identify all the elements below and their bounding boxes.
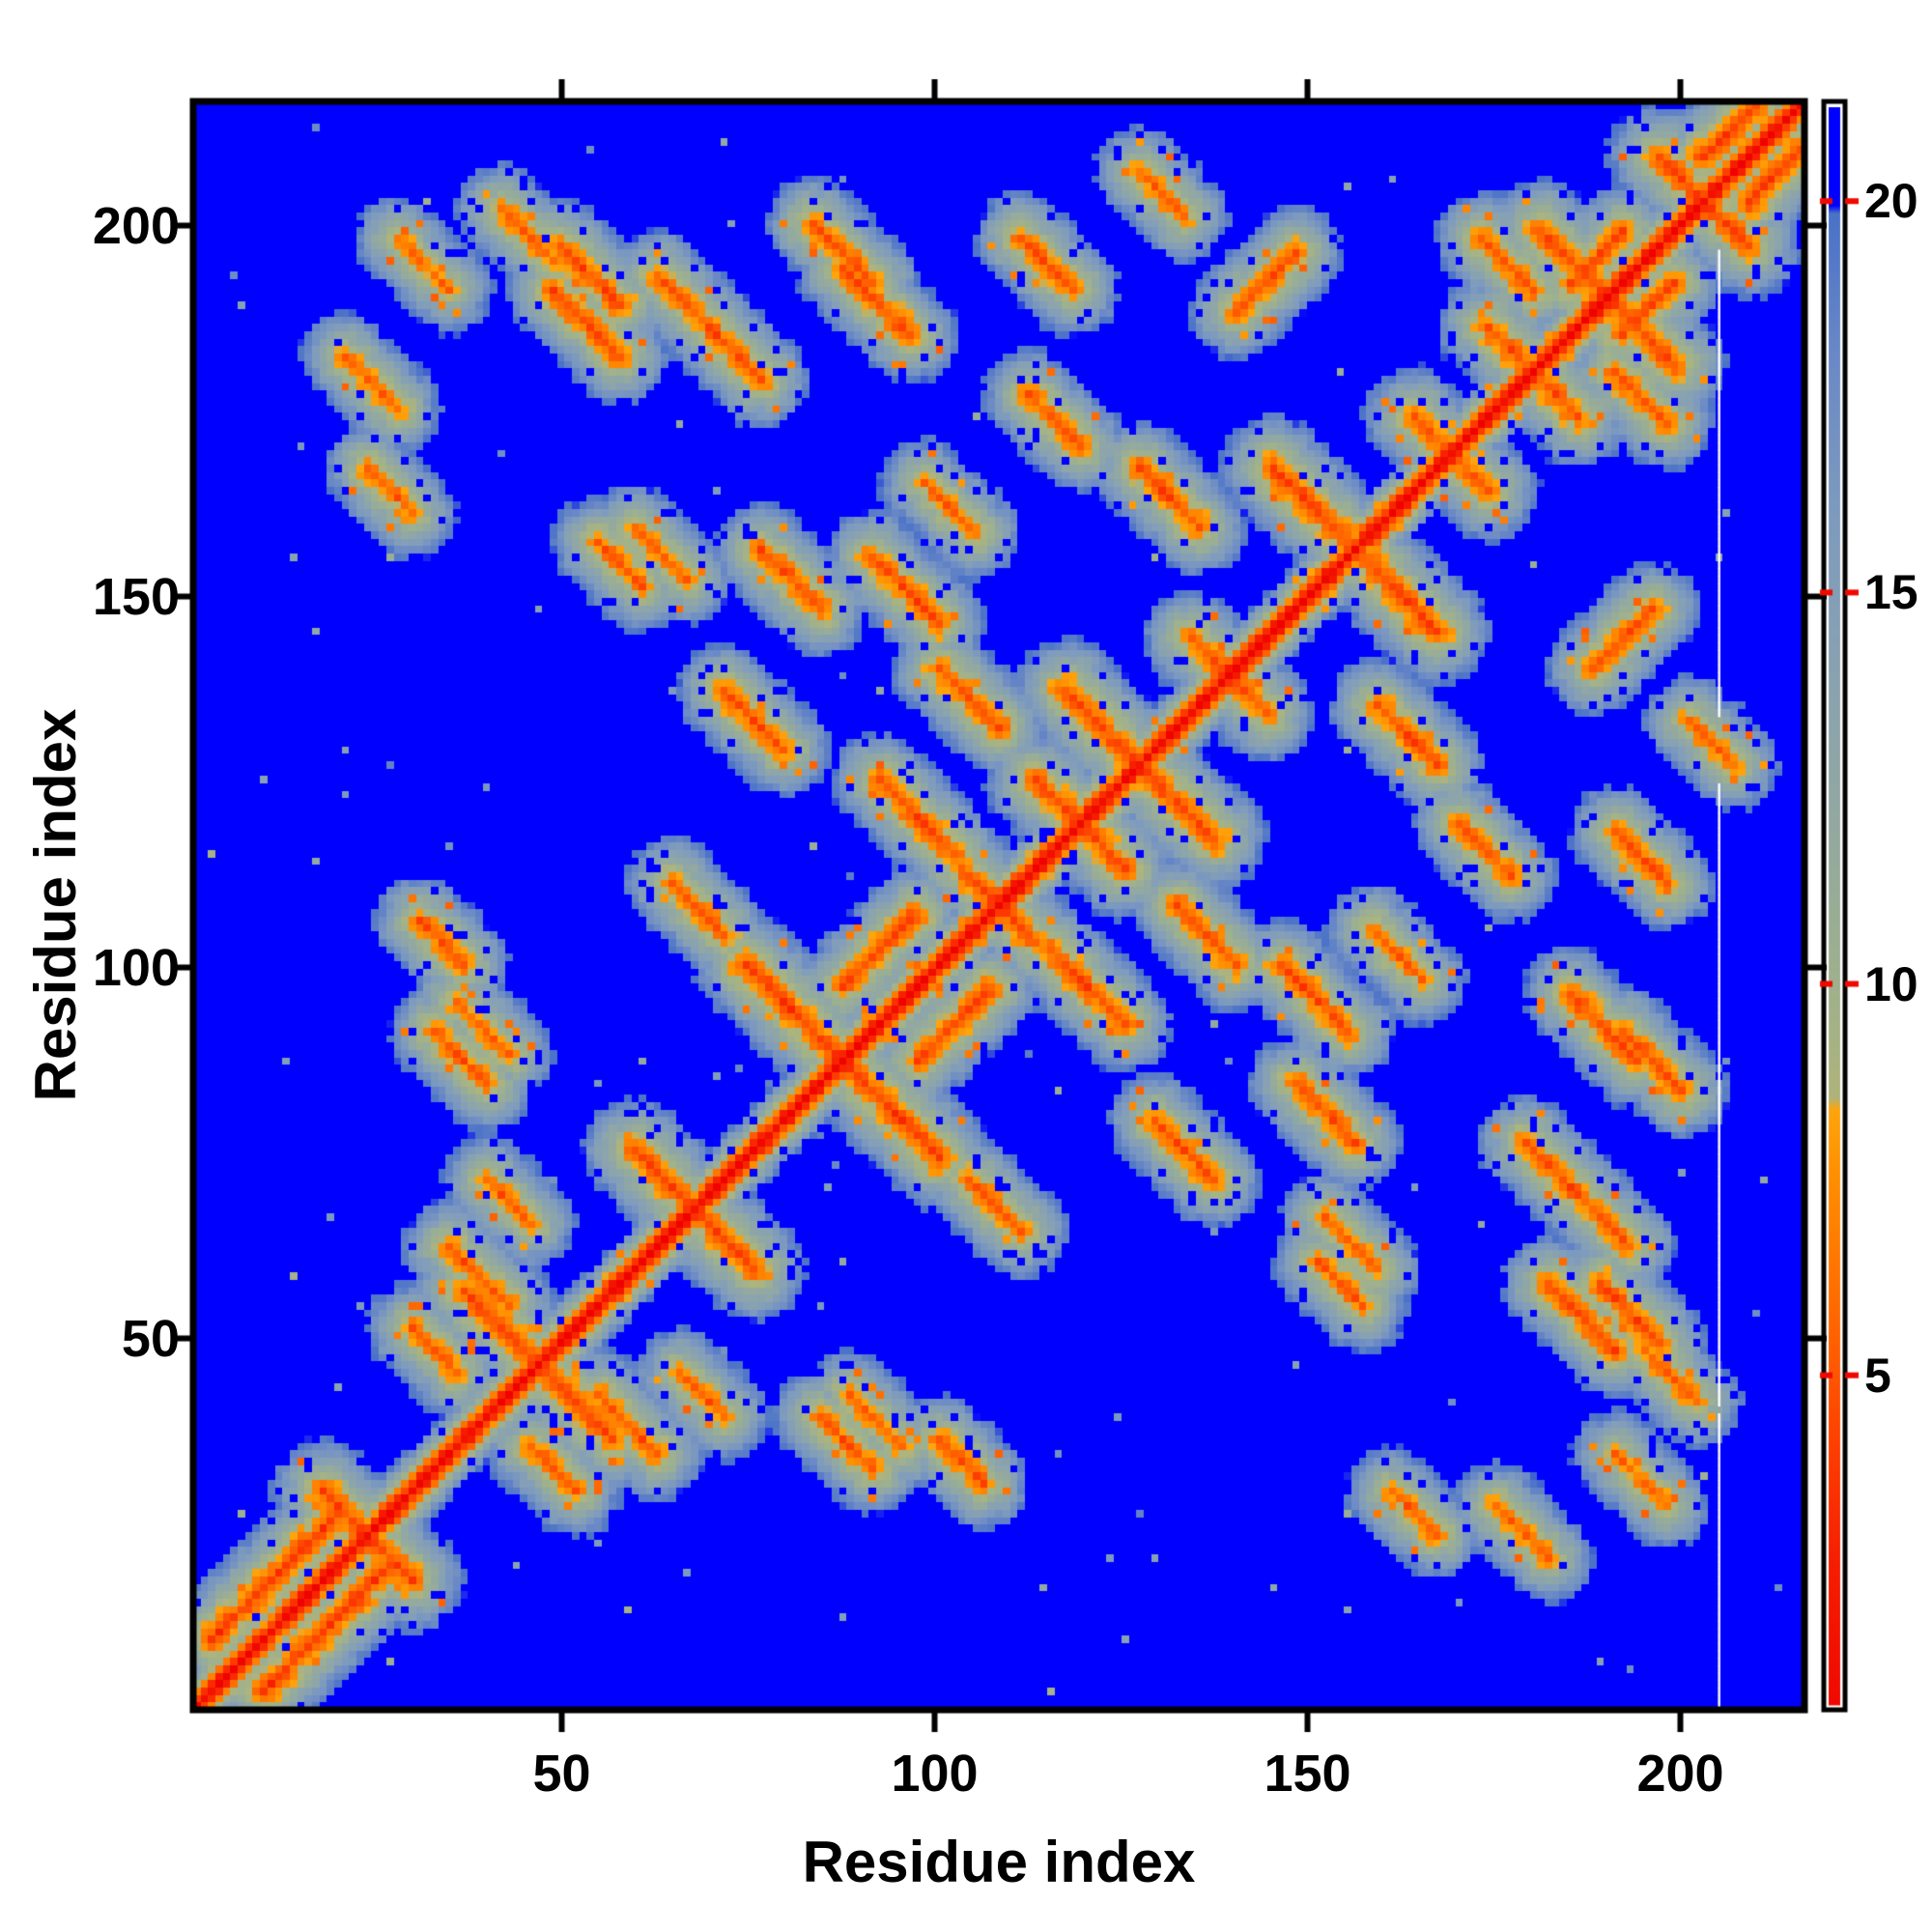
colorbar-tick-label-20: 20 [1864, 174, 1918, 229]
colorbar-tick-label-15: 15 [1864, 565, 1918, 620]
y-tick-label-50: 50 [121, 1309, 180, 1368]
y-tick-label-100: 100 [92, 938, 180, 997]
x-tick-label-50: 50 [532, 1745, 591, 1803]
colorbar-tick-label-10: 10 [1864, 956, 1918, 1011]
y-axis-title: Residue index [23, 708, 88, 1102]
y-tick-label-150: 150 [92, 567, 180, 626]
x-tick-label-100: 100 [891, 1745, 979, 1803]
x-tick-label-150: 150 [1264, 1745, 1351, 1803]
x-axis-title: Residue index [802, 1830, 1196, 1894]
x-tick-label-200: 200 [1636, 1745, 1724, 1803]
colorbar-tick-label-5: 5 [1864, 1348, 1891, 1403]
y-tick-label-200: 200 [92, 196, 180, 255]
